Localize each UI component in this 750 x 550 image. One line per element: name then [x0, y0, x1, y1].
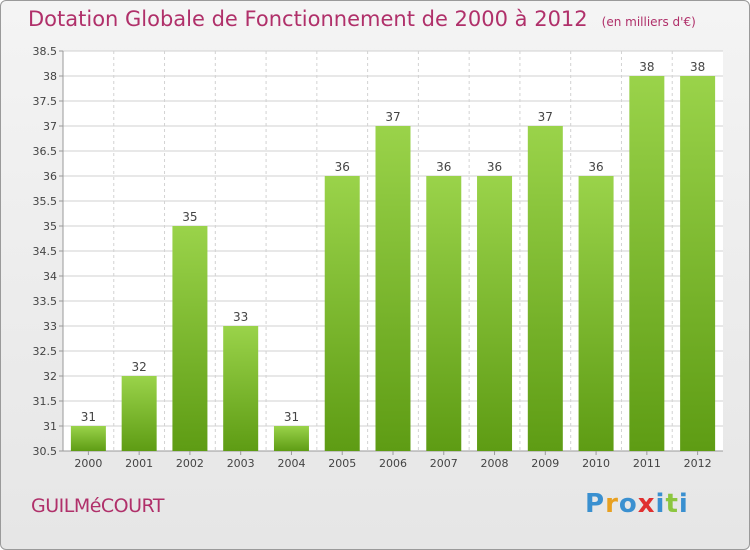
bar-value-label: 36: [436, 160, 451, 174]
y-tick-label: 35: [43, 220, 57, 233]
bar: [375, 126, 411, 451]
bar: [324, 176, 360, 451]
bar: [477, 176, 513, 451]
x-tick-label: 2005: [328, 457, 356, 470]
bar-value-label: 36: [335, 160, 350, 174]
x-tick-label: 2002: [176, 457, 204, 470]
logo-letter: x: [637, 489, 656, 519]
unit-label: (en milliers d'€): [601, 15, 696, 29]
bar-value-label: 37: [538, 110, 553, 124]
y-tick-label: 32.5: [33, 345, 58, 358]
y-tick-label: 31: [43, 420, 57, 433]
bar: [426, 176, 462, 451]
bar: [172, 226, 208, 451]
y-tick-label: 38.5: [33, 45, 58, 58]
x-tick-label: 2012: [684, 457, 712, 470]
y-tick-label: 33.5: [33, 295, 58, 308]
bar-value-label: 32: [132, 360, 147, 374]
bar-value-label: 36: [487, 160, 502, 174]
bar-value-label: 38: [690, 60, 705, 74]
logo-letter: i: [678, 489, 689, 519]
x-tick-label: 2008: [481, 457, 509, 470]
y-tick-label: 37: [43, 120, 57, 133]
x-tick-label: 2003: [227, 457, 255, 470]
y-tick-label: 36.5: [33, 145, 58, 158]
y-tick-label: 38: [43, 70, 57, 83]
bar-value-label: 36: [588, 160, 603, 174]
y-tick-label: 33: [43, 320, 57, 333]
proxiti-logo: Proxiti: [585, 489, 689, 519]
logo-letter: i: [655, 489, 666, 519]
bar-value-label: 35: [182, 210, 197, 224]
logo-letter: r: [605, 489, 619, 519]
bar-value-label: 38: [639, 60, 654, 74]
bar: [70, 426, 106, 451]
x-tick-label: 2010: [582, 457, 610, 470]
chart-title: Dotation Globale de Fonctionnement de 20…: [28, 7, 696, 31]
bar: [629, 76, 665, 451]
logo-letter: o: [618, 489, 638, 519]
bar-value-label: 33: [233, 310, 248, 324]
bar: [273, 426, 309, 451]
bar: [527, 126, 563, 451]
bar: [578, 176, 614, 451]
y-tick-label: 34: [43, 270, 57, 283]
bar-value-label: 31: [81, 410, 96, 424]
y-tick-label: 35.5: [33, 195, 58, 208]
x-tick-label: 2006: [379, 457, 407, 470]
x-tick-label: 2007: [430, 457, 458, 470]
bar: [680, 76, 716, 451]
x-tick-label: 2011: [633, 457, 661, 470]
title-text: Dotation Globale de Fonctionnement de 20…: [28, 7, 588, 31]
y-tick-label: 30.5: [33, 445, 58, 458]
x-tick-label: 2001: [125, 457, 153, 470]
logo-letter: P: [585, 489, 606, 519]
x-tick-label: 2009: [531, 457, 559, 470]
bar-value-label: 37: [385, 110, 400, 124]
x-tick-label: 2004: [277, 457, 305, 470]
bar-value-label: 31: [284, 410, 299, 424]
y-tick-label: 37.5: [33, 95, 58, 108]
y-tick-label: 32: [43, 370, 57, 383]
y-tick-label: 34.5: [33, 245, 58, 258]
bar: [121, 376, 157, 451]
y-tick-label: 36: [43, 170, 57, 183]
logo-letter: t: [665, 489, 679, 519]
town-name: GUILMéCOURT: [31, 495, 164, 517]
bar: [223, 326, 259, 451]
y-tick-label: 31.5: [33, 395, 58, 408]
x-tick-label: 2000: [74, 457, 102, 470]
